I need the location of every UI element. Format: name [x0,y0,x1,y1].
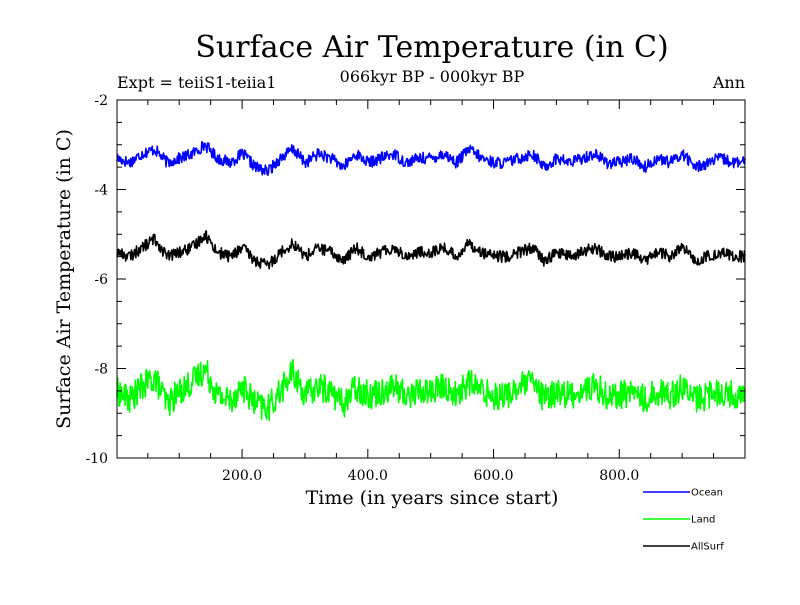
x-tick-label: 600.0 [474,468,514,484]
chart-title: Surface Air Temperature (in C) [195,30,668,65]
legend-label-land: Land [691,515,715,526]
x-tick-label: 800.0 [599,468,639,484]
y-tick-label: -4 [94,183,108,199]
series-line-ocean [116,141,746,177]
y-tick-label: -2 [94,93,108,109]
legend-label-ocean: Ocean [691,488,723,499]
plot-frame [116,99,746,459]
y-tick-label: -6 [94,272,108,288]
legend-label-allsurf: AllSurf [691,542,724,553]
y-tick-label: -8 [94,362,108,378]
x-tick-label: 200.0 [222,468,262,484]
chart-subtitle: 066kyr BP - 000kyr BP [340,67,525,86]
x-tick-label: 400.0 [348,468,388,484]
series-line-allsurf [116,230,746,270]
y-axis-label: Surface Air Temperature (in C) [53,129,75,429]
legend: Ocean Land AllSurf [643,488,724,553]
experiment-label: Expt = teiiS1-teiia1 [117,73,276,92]
season-label: Ann [712,73,745,92]
series-line-land [116,358,746,422]
series-layer [116,141,746,422]
y-tick-label: -10 [85,451,108,467]
axis-layer: 200.0 400.0 600.0 800.0 -10 -8 -6 -4 -2 [85,93,745,484]
x-axis-label: Time (in years since start) [306,487,559,509]
